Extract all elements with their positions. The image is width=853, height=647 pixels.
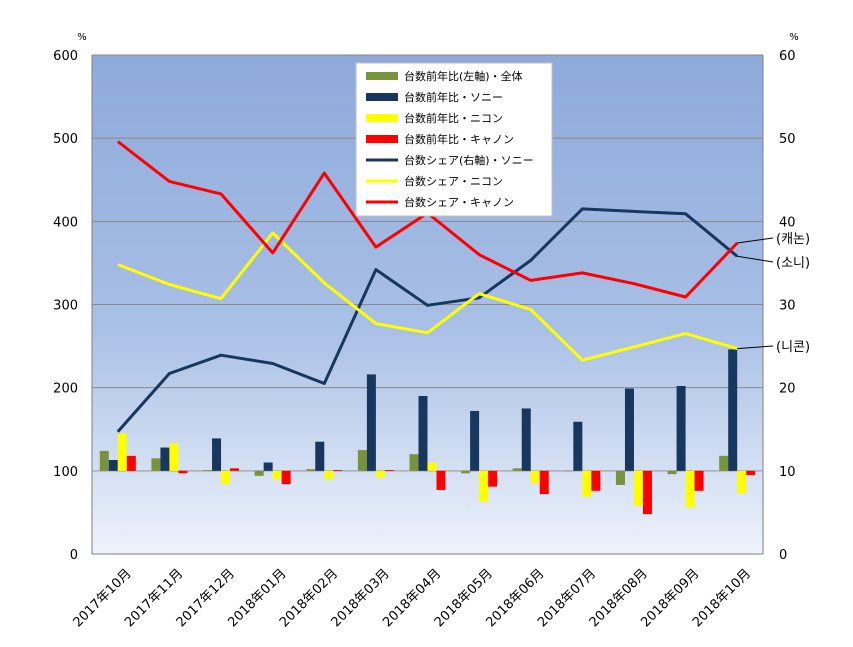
legend-swatch	[366, 114, 398, 122]
bar	[409, 454, 419, 471]
bar	[357, 450, 367, 471]
bar	[591, 470, 601, 491]
bar	[108, 460, 118, 471]
bar	[479, 470, 489, 502]
bar	[272, 470, 282, 480]
y-left-tick-label: 600	[53, 49, 78, 64]
legend-label: 台数前年比・ニコン	[404, 111, 503, 125]
y-right-tick-label: 20	[779, 382, 796, 397]
bar	[436, 470, 446, 490]
annotation-label: (니콘)	[776, 340, 810, 355]
bar	[306, 469, 316, 471]
annotation-leader	[737, 237, 774, 244]
bar	[126, 455, 136, 471]
bar	[117, 433, 127, 471]
bar	[169, 443, 179, 471]
legend-label: 台数前年比(左軸)・全体	[404, 69, 523, 83]
bar	[746, 470, 756, 475]
bar	[676, 386, 686, 471]
line-series	[117, 231, 738, 362]
legend-label: 台数シェア(右軸)・ソニー	[404, 153, 534, 167]
y-left-tick-label: 300	[53, 299, 78, 314]
y-right-tick-label: 60	[779, 49, 796, 64]
annotation-label: (소니)	[776, 256, 810, 271]
legend-swatch	[366, 93, 398, 101]
bar	[221, 470, 231, 485]
annotation-label: (캐논)	[776, 232, 810, 247]
bar	[427, 462, 437, 471]
bar	[539, 470, 549, 495]
y-right-tick-label: 30	[779, 299, 796, 314]
bar	[685, 470, 695, 508]
y-left-tick-label: 200	[53, 382, 78, 397]
bar	[728, 349, 738, 471]
bar	[633, 470, 643, 506]
bar	[470, 410, 480, 471]
bar	[694, 470, 704, 491]
y-left-tick-label: 500	[53, 132, 78, 147]
bar	[281, 470, 291, 485]
bar	[315, 441, 325, 471]
y-left-unit: %	[77, 32, 87, 43]
bar	[384, 470, 394, 471]
bar	[263, 462, 273, 471]
y-right-unit: %	[789, 32, 799, 43]
bar	[719, 455, 729, 471]
bar	[737, 470, 747, 494]
bar	[230, 468, 240, 471]
annotations: (캐논) (소니) (니콘)	[737, 232, 810, 355]
legend: 台数前年比(左軸)・全体台数前年比・ソニー台数前年比・ニコン台数前年比・キャノン…	[355, 62, 553, 217]
y-right-tick-label: 10	[779, 465, 796, 480]
y-right-tick-label: 40	[779, 215, 796, 230]
bar	[624, 388, 634, 471]
bar	[530, 470, 540, 484]
bar	[203, 470, 213, 471]
bar	[564, 470, 574, 472]
bar	[333, 470, 343, 471]
bar	[582, 470, 592, 497]
annotation-leader	[737, 345, 774, 350]
legend-label: 台数前年比・キャノン	[404, 132, 514, 146]
legend-label: 台数シェア・ニコン	[404, 174, 503, 188]
bar-series-group	[99, 349, 756, 515]
bar	[573, 421, 583, 471]
y-left-tick-label: 100	[53, 465, 78, 480]
bar	[324, 470, 334, 480]
bar	[512, 468, 522, 471]
bar	[375, 470, 385, 478]
bar	[212, 438, 222, 471]
bar	[521, 408, 531, 471]
legend-label: 台数シェア・キャノン	[404, 195, 514, 209]
bar	[615, 470, 625, 485]
legend-label: 台数前年比・ソニー	[404, 90, 503, 104]
legend-swatch	[366, 135, 398, 143]
bar	[178, 470, 188, 474]
y-left-tick-label: 400	[53, 215, 78, 230]
bar	[642, 470, 652, 515]
line-series	[116, 207, 739, 433]
bar	[461, 470, 471, 474]
bar	[418, 395, 428, 471]
bar	[99, 450, 109, 471]
bar	[160, 447, 170, 471]
bar	[366, 374, 376, 471]
y-right-tick-label: 50	[779, 132, 796, 147]
bar	[488, 470, 498, 487]
y-left-tick-label: 0	[70, 548, 78, 563]
bar	[254, 470, 264, 476]
annotation-leader	[737, 255, 774, 263]
bar	[667, 470, 677, 475]
legend-swatch	[366, 72, 398, 80]
bar	[151, 458, 161, 471]
y-right-tick-label: 0	[779, 548, 787, 563]
